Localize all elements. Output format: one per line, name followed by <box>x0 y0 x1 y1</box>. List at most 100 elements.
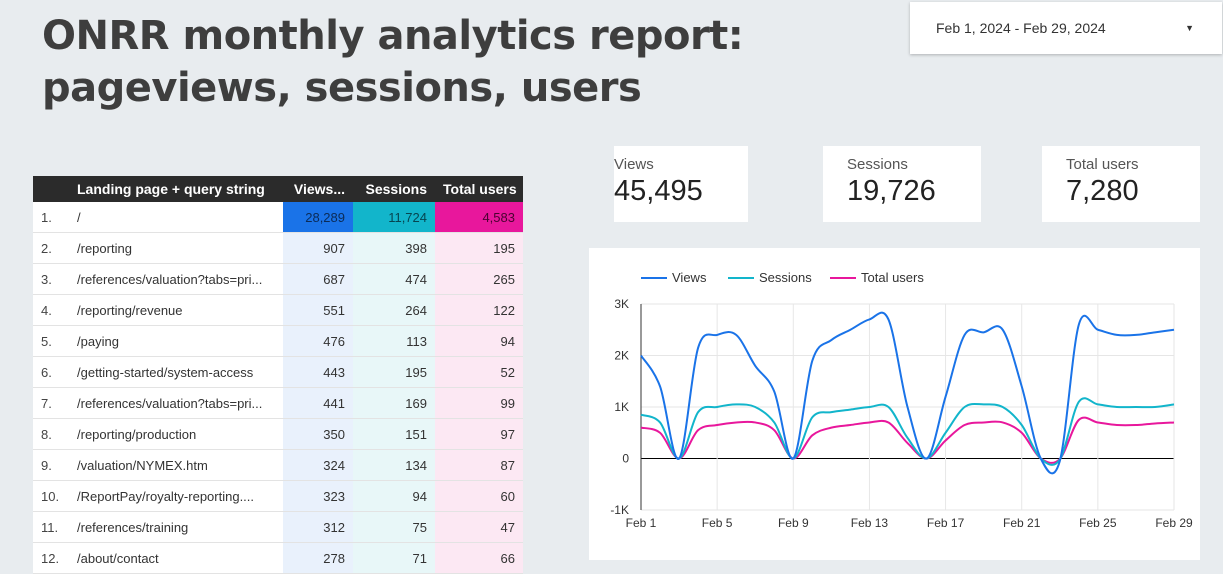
row-landing-page: /getting-started/system-access <box>69 356 283 388</box>
y-tick-label: 1K <box>614 400 629 414</box>
table-row[interactable]: 4. /reporting/revenue 551 264 122 <box>33 294 523 326</box>
legend-label-views: Views <box>672 270 707 285</box>
landing-page-table: Landing page + query string Views... Ses… <box>33 176 523 574</box>
table-row[interactable]: 8. /reporting/production 350 151 97 <box>33 418 523 450</box>
header-landing-page[interactable]: Landing page + query string <box>69 176 283 202</box>
header-views[interactable]: Views... <box>283 176 353 202</box>
row-views: 323 <box>283 480 353 512</box>
legend-label-sessions: Sessions <box>759 270 812 285</box>
dropdown-caret-icon: ▼ <box>1185 23 1194 33</box>
title-line-1: ONRR monthly analytics report: <box>42 13 744 59</box>
row-total-users: 60 <box>435 480 523 512</box>
row-index: 7. <box>33 387 69 419</box>
x-tick-label: Feb 5 <box>702 516 733 530</box>
row-views: 551 <box>283 294 353 326</box>
line-chart-svg: -1K 0 1K 2K 3K Feb 1 Feb 5 Feb 9 Feb 13 Feb 17 Feb… <box>610 270 1193 530</box>
table-row[interactable]: 12. /about/contact 278 71 66 <box>33 542 523 574</box>
row-total-users: 52 <box>435 356 523 388</box>
row-index: 11. <box>33 511 69 543</box>
row-landing-page: /references/valuation?tabs=pri... <box>69 263 283 295</box>
y-tick-label: 3K <box>614 297 629 311</box>
scorecard-sessions: Sessions 19,726 <box>823 146 981 222</box>
row-index: 3. <box>33 263 69 295</box>
scorecard-sessions-value: 19,726 <box>847 175 936 207</box>
daily-trend-chart: -1K 0 1K 2K 3K Feb 1 Feb 5 Feb 9 Feb 13 Feb 17 Feb… <box>589 248 1200 560</box>
series-line-views <box>640 311 1175 475</box>
row-landing-page: /about/contact <box>69 542 283 574</box>
x-tick-label: Feb 29 <box>1155 516 1193 530</box>
row-sessions: 134 <box>353 449 435 481</box>
scorecard-views: Views 45,495 <box>614 146 748 222</box>
row-landing-page: /ReportPay/royalty-reporting.... <box>69 480 283 512</box>
row-views: 278 <box>283 542 353 574</box>
scorecard-users-value: 7,280 <box>1066 175 1139 207</box>
series-line-sessions <box>640 397 1175 466</box>
row-views: 687 <box>283 263 353 295</box>
row-landing-page: /references/training <box>69 511 283 543</box>
y-tick-label: 2K <box>614 349 629 363</box>
header-sessions[interactable]: Sessions <box>353 176 435 202</box>
row-landing-page: /paying <box>69 325 283 357</box>
row-total-users: 47 <box>435 511 523 543</box>
row-sessions: 11,724 <box>353 202 435 233</box>
row-index: 2. <box>33 232 69 264</box>
y-tick-label: 0 <box>622 452 629 466</box>
row-index: 9. <box>33 449 69 481</box>
date-range-picker[interactable]: Feb 1, 2024 - Feb 29, 2024 ▼ <box>910 2 1222 54</box>
table-row[interactable]: 2. /reporting 907 398 195 <box>33 232 523 264</box>
row-views: 443 <box>283 356 353 388</box>
series-line-users <box>640 416 1175 464</box>
title-line-2: pageviews, sessions, users <box>42 65 642 111</box>
x-tick-label: Feb 13 <box>851 516 889 530</box>
row-sessions: 151 <box>353 418 435 450</box>
table-row[interactable]: 6. /getting-started/system-access 443 19… <box>33 356 523 388</box>
row-index: 12. <box>33 542 69 574</box>
row-total-users: 195 <box>435 232 523 264</box>
y-tick-label: -1K <box>610 503 629 517</box>
scorecard-views-label: Views <box>614 156 654 173</box>
row-sessions: 75 <box>353 511 435 543</box>
scorecard-sessions-label: Sessions <box>847 156 908 173</box>
row-landing-page: /valuation/NYMEX.htm <box>69 449 283 481</box>
row-views: 350 <box>283 418 353 450</box>
row-index: 6. <box>33 356 69 388</box>
row-index: 8. <box>33 418 69 450</box>
row-index: 4. <box>33 294 69 326</box>
header-total-users[interactable]: Total users <box>435 176 523 202</box>
table-row[interactable]: 3. /references/valuation?tabs=pri... 687… <box>33 263 523 295</box>
row-index: 10. <box>33 480 69 512</box>
scorecard-users-label: Total users <box>1066 156 1139 173</box>
row-total-users: 122 <box>435 294 523 326</box>
x-tick-label: Feb 9 <box>778 516 809 530</box>
row-total-users: 94 <box>435 325 523 357</box>
table-row[interactable]: 7. /references/valuation?tabs=pri... 441… <box>33 387 523 419</box>
x-tick-label: Feb 1 <box>626 516 657 530</box>
table-row[interactable]: 5. /paying 476 113 94 <box>33 325 523 357</box>
row-total-users: 4,583 <box>435 202 523 233</box>
legend-label-users: Total users <box>861 270 924 285</box>
table-row[interactable]: 9. /valuation/NYMEX.htm 324 134 87 <box>33 449 523 481</box>
row-total-users: 99 <box>435 387 523 419</box>
date-range-label: Feb 1, 2024 - Feb 29, 2024 <box>936 20 1106 36</box>
row-total-users: 265 <box>435 263 523 295</box>
row-index: 1. <box>33 202 69 233</box>
x-tick-label: Feb 21 <box>1003 516 1041 530</box>
row-sessions: 264 <box>353 294 435 326</box>
row-sessions: 94 <box>353 480 435 512</box>
row-index: 5. <box>33 325 69 357</box>
row-views: 476 <box>283 325 353 357</box>
scorecard-total-users: Total users 7,280 <box>1042 146 1200 222</box>
row-landing-page: /reporting <box>69 232 283 264</box>
row-landing-page: /references/valuation?tabs=pri... <box>69 387 283 419</box>
table-row[interactable]: 11. /references/training 312 75 47 <box>33 511 523 543</box>
row-landing-page: /reporting/revenue <box>69 294 283 326</box>
x-tick-label: Feb 25 <box>1079 516 1117 530</box>
table-row[interactable]: 1. / 28,289 11,724 4,583 <box>33 202 523 233</box>
table-row[interactable]: 10. /ReportPay/royalty-reporting.... 323… <box>33 480 523 512</box>
page-title: ONRR monthly analytics report: pageviews… <box>42 10 744 114</box>
row-sessions: 71 <box>353 542 435 574</box>
row-landing-page: / <box>69 202 283 233</box>
row-total-users: 97 <box>435 418 523 450</box>
row-total-users: 66 <box>435 542 523 574</box>
row-sessions: 169 <box>353 387 435 419</box>
